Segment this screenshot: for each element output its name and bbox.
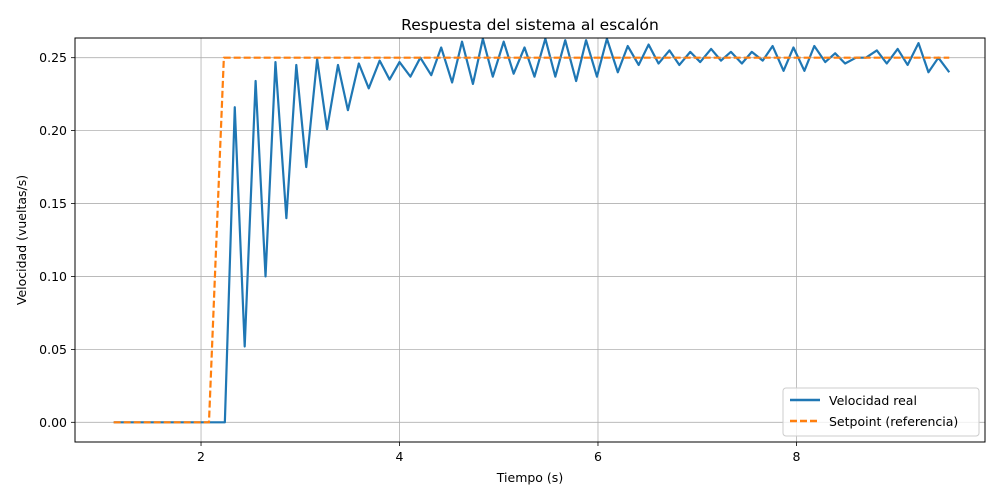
series-line-velocidad-real <box>113 37 951 424</box>
y-tick-label: 0.20 <box>39 123 67 138</box>
x-tick-label: 8 <box>792 449 800 464</box>
series-line-setpoint <box>113 56 950 424</box>
x-axis-ticks: 2 4 6 8 <box>197 442 800 464</box>
y-tick-label: 0.00 <box>39 415 67 430</box>
chart-title: Respuesta del sistema al escalón <box>401 16 659 34</box>
x-tick-label: 4 <box>396 449 404 464</box>
legend: Velocidad real Setpoint (referencia) <box>782 387 980 437</box>
y-axis-label: Velocidad (vueltas/s) <box>14 175 29 305</box>
series-lines <box>113 37 951 424</box>
x-axis-label: Tiempo (s) <box>496 470 563 485</box>
y-tick-label: 0.25 <box>39 50 67 65</box>
legend-label-setpoint: Setpoint (referencia) <box>829 414 958 429</box>
plot-frame <box>74 37 986 443</box>
y-axis-ticks: 0.00 0.05 0.10 0.15 0.20 0.25 <box>39 50 75 430</box>
x-tick-label: 6 <box>594 449 602 464</box>
legend-box <box>782 387 980 437</box>
y-tick-label: 0.05 <box>39 342 67 357</box>
legend-label-velocidad-real: Velocidad real <box>829 393 917 408</box>
x-tick-label: 2 <box>197 449 205 464</box>
y-tick-label: 0.15 <box>39 196 67 211</box>
y-tick-label: 0.10 <box>39 269 67 284</box>
